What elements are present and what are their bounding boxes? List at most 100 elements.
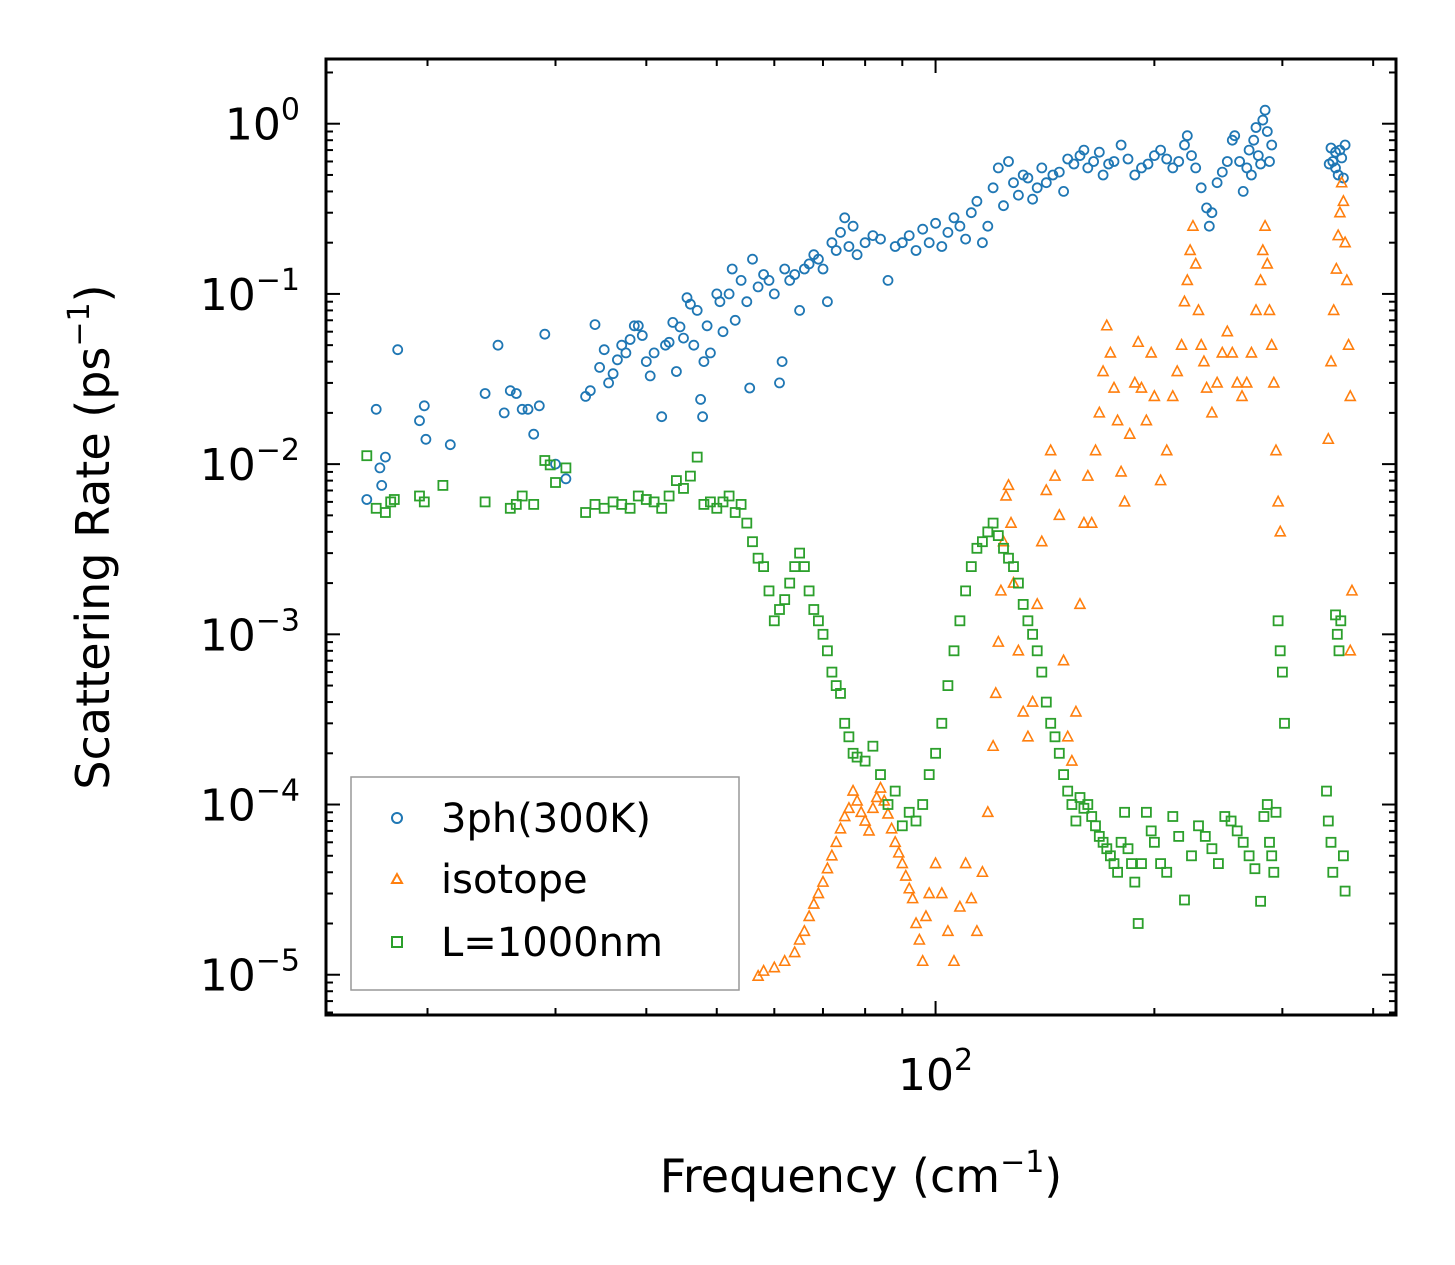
data-point	[1122, 843, 1134, 855]
data-point	[1053, 166, 1065, 178]
data-point	[896, 820, 908, 832]
x-axis-title-sup: −1	[1000, 1145, 1044, 1180]
data-point	[723, 490, 735, 502]
data-point	[758, 561, 769, 572]
data-point	[917, 799, 929, 810]
data-point	[1205, 405, 1219, 418]
data-point	[1175, 337, 1188, 350]
data-point	[752, 281, 764, 293]
data-point	[1115, 139, 1127, 151]
x-tick-label-exp: 2	[954, 1043, 973, 1078]
y-tick-label: 10−1	[200, 263, 300, 321]
data-point	[379, 507, 391, 518]
data-point	[1265, 337, 1278, 350]
data-point	[960, 585, 971, 597]
data-point	[982, 220, 994, 232]
data-point	[1141, 806, 1152, 818]
data-point	[1008, 561, 1019, 572]
plot-frame	[324, 57, 1398, 1017]
y-tick-label: 10−4	[200, 774, 300, 832]
data-point	[1211, 177, 1223, 189]
data-point	[835, 226, 846, 238]
series-1	[751, 175, 1359, 982]
data-point	[444, 439, 456, 451]
data-point	[1273, 524, 1287, 537]
data-point	[492, 339, 504, 351]
data-point	[903, 230, 915, 242]
data-point	[1210, 375, 1224, 388]
data-point	[846, 783, 860, 796]
data-point	[813, 615, 824, 627]
data-point	[793, 932, 806, 945]
data-point	[1342, 337, 1355, 350]
y-tick-label-base: 10	[225, 100, 281, 151]
data-point	[1267, 375, 1281, 388]
y-tick-label-base: 10	[200, 781, 256, 832]
data-point	[919, 909, 933, 922]
data-point	[1112, 866, 1123, 878]
data-point	[1269, 443, 1283, 456]
data-point	[1074, 792, 1086, 803]
data-point	[1178, 294, 1191, 307]
data-point	[1338, 850, 1349, 862]
data-point	[1027, 193, 1038, 205]
data-point	[906, 891, 919, 904]
data-point	[1047, 169, 1059, 181]
data-point	[504, 385, 516, 397]
data-point	[1279, 717, 1290, 729]
data-point	[624, 502, 636, 514]
data-point	[1069, 704, 1083, 717]
y-tick-label-exp: 0	[281, 93, 300, 128]
data-point	[858, 813, 872, 826]
data-point	[994, 583, 1008, 596]
data-point	[510, 498, 522, 510]
data-point	[1062, 785, 1074, 797]
data-point	[711, 502, 723, 514]
data-point	[1026, 694, 1039, 707]
data-point	[603, 377, 614, 389]
legend-label-isotope: isotope	[441, 857, 588, 903]
data-point	[834, 821, 847, 834]
data-point	[1250, 122, 1262, 133]
data-point	[896, 237, 908, 249]
data-point	[1200, 380, 1213, 393]
data-point	[1167, 811, 1179, 822]
data-point	[842, 801, 856, 814]
data-point	[1264, 836, 1275, 848]
data-point	[376, 479, 388, 491]
data-point	[735, 274, 747, 286]
data-point	[821, 861, 834, 874]
data-point	[361, 494, 373, 505]
data-point	[1066, 799, 1078, 810]
data-point	[776, 356, 788, 368]
data-point	[1260, 256, 1274, 269]
data-point	[640, 494, 652, 505]
data-point	[1021, 729, 1035, 742]
legend-entry-isotope: isotope	[390, 857, 588, 903]
data-point	[752, 552, 764, 564]
data-point	[889, 785, 901, 797]
data-point	[1248, 134, 1260, 146]
data-point	[695, 393, 706, 405]
y-tick-label-exp: −2	[256, 433, 300, 468]
data-point	[1115, 836, 1127, 848]
data-point	[1277, 666, 1288, 678]
data-point	[1255, 895, 1266, 907]
data-point	[987, 517, 999, 529]
data-point	[1148, 389, 1161, 402]
data-point	[875, 233, 886, 245]
data-point	[729, 314, 741, 326]
data-point	[1002, 478, 1015, 491]
data-point	[1161, 866, 1173, 878]
data-point	[1330, 261, 1343, 274]
data-point	[812, 886, 825, 899]
data-point	[1331, 628, 1343, 640]
data-point	[1027, 628, 1038, 640]
data-point	[1264, 156, 1275, 167]
data-point	[1257, 114, 1269, 126]
data-point	[1234, 156, 1245, 167]
data-point	[888, 835, 902, 848]
data-point	[741, 517, 753, 529]
data-point	[875, 769, 886, 780]
data-point	[1189, 256, 1203, 269]
